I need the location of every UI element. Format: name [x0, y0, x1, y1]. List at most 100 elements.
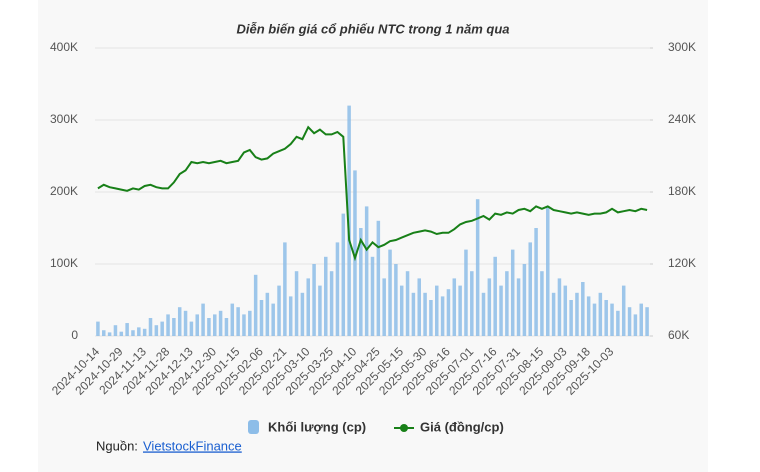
- volume-bar: [224, 318, 229, 336]
- volume-bar: [119, 331, 124, 336]
- volume-bar: [493, 256, 497, 336]
- volume-bar: [177, 307, 182, 336]
- y-tick-label: 400K: [50, 40, 78, 54]
- volume-bar: [627, 307, 632, 336]
- volume-bar: [540, 271, 544, 336]
- volume-bar: [113, 325, 118, 336]
- volume-bar: [388, 249, 392, 336]
- volume-bar: [470, 271, 474, 336]
- volume-bar: [318, 285, 322, 336]
- volume-bar: [586, 296, 591, 336]
- volume-bar: [610, 303, 614, 336]
- volume-bar: [125, 323, 129, 336]
- volume-bar: [621, 285, 626, 336]
- volume-bar: [189, 321, 194, 336]
- volume-bar: [592, 303, 597, 336]
- volume-bar: [598, 292, 603, 336]
- volume-bar: [347, 105, 351, 336]
- chart-title: Diễn biến giá cổ phiếu NTC trong 1 năm q…: [236, 21, 509, 36]
- volume-bar: [300, 292, 305, 336]
- volume-bar: [148, 318, 153, 336]
- legend-label: Khối lượng (cp): [268, 419, 366, 434]
- volume-bar: [364, 206, 369, 336]
- volume-bar: [306, 278, 310, 336]
- volume-bar: [370, 256, 375, 336]
- volume-bar: [464, 249, 468, 336]
- y-tick-label: 200K: [50, 184, 78, 198]
- y2-tick-label: 60K: [668, 328, 689, 342]
- volume-bar: [475, 199, 480, 336]
- volume-bar: [499, 285, 503, 336]
- volume-bar: [213, 314, 217, 336]
- volume-bar: [236, 307, 240, 336]
- source-prefix: Nguồn:: [96, 438, 138, 453]
- volume-bar: [294, 271, 299, 336]
- volume-bar: [423, 292, 427, 336]
- volume-bar: [324, 256, 328, 336]
- volume-bar: [253, 274, 258, 336]
- volume-bar: [645, 307, 649, 336]
- volume-bar: [458, 285, 462, 336]
- volume-bar: [329, 271, 334, 336]
- volume-bar: [166, 314, 170, 336]
- volume-bar: [96, 321, 100, 336]
- volume-bar: [633, 314, 638, 336]
- volume-bar: [575, 292, 579, 336]
- volume-bar: [411, 292, 416, 336]
- volume-bar: [382, 278, 386, 336]
- volume-bar: [288, 296, 293, 336]
- volume-bar: [102, 330, 106, 336]
- y-tick-label: 300K: [50, 112, 78, 126]
- volume-bar: [271, 303, 275, 336]
- volume-bar: [546, 206, 550, 336]
- y-tick-label: 100K: [50, 256, 78, 270]
- y2-tick-label: 120K: [668, 256, 696, 270]
- volume-bar: [604, 300, 608, 336]
- volume-bar: [417, 278, 421, 336]
- volume-bar: [505, 271, 509, 336]
- volume-bar: [616, 310, 620, 336]
- source-link[interactable]: VietstockFinance: [143, 438, 242, 453]
- volume-bar: [487, 278, 492, 336]
- volume-bar: [510, 249, 515, 336]
- legend-marker: [400, 424, 408, 432]
- volume-bar: [131, 330, 135, 336]
- volume-bar: [218, 310, 223, 336]
- volume-bar: [265, 292, 270, 336]
- volume-bar: [581, 282, 585, 336]
- volume-bar: [107, 332, 112, 336]
- volume-bar: [183, 310, 188, 336]
- y2-tick-label: 240K: [668, 112, 696, 126]
- legend-label: Giá (đồng/cp): [420, 419, 504, 434]
- volume-bar: [341, 213, 346, 336]
- volume-bar: [207, 318, 211, 336]
- volume-bar: [137, 327, 141, 336]
- volume-bar: [481, 292, 486, 336]
- volume-bar: [335, 242, 340, 336]
- volume-bar: [376, 220, 381, 336]
- volume-bar: [534, 228, 538, 336]
- volume-bar: [405, 271, 410, 336]
- volume-bar: [195, 314, 199, 336]
- volume-bar: [248, 310, 252, 336]
- volume-bar: [353, 170, 357, 336]
- volume-bar: [359, 228, 363, 336]
- volume-bar: [639, 303, 643, 336]
- volume-bar: [435, 285, 439, 336]
- y2-tick-label: 180K: [668, 184, 696, 198]
- volume-bar: [154, 325, 159, 336]
- volume-bar: [522, 264, 527, 336]
- volume-bar: [429, 300, 433, 336]
- legend-marker: [248, 420, 259, 434]
- volume-bar: [557, 278, 562, 336]
- volume-bar: [394, 264, 398, 336]
- chart-background: [38, 0, 708, 472]
- volume-bar: [312, 264, 316, 336]
- volume-bar: [446, 289, 451, 336]
- volume-bar: [172, 318, 176, 336]
- volume-bar: [283, 242, 287, 336]
- volume-bar: [440, 296, 445, 336]
- y2-tick-label: 300K: [668, 40, 696, 54]
- y-tick-label: 0: [71, 328, 78, 342]
